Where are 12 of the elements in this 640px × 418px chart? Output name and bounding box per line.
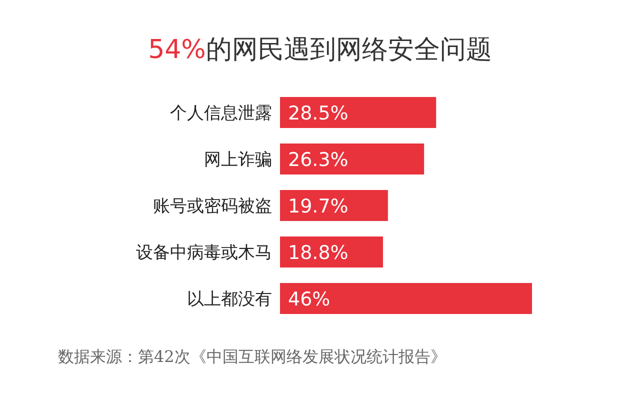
category-label: 个人信息泄露 bbox=[170, 104, 272, 124]
value-label: 18.8% bbox=[288, 242, 348, 264]
value-label: 28.5% bbox=[288, 102, 348, 124]
value-label: 26.3% bbox=[288, 149, 348, 171]
category-label: 账号或密码被盗 bbox=[153, 196, 272, 216]
annotation: 数据来源：第42次《中国互联网络发展状况统计报告》 bbox=[58, 347, 446, 366]
category-label: 以上都没有 bbox=[187, 290, 272, 310]
value-label: 19.7% bbox=[288, 196, 348, 218]
value-label: 46% bbox=[288, 288, 330, 310]
title: 54%的网民遇到网络安全问题 bbox=[148, 35, 492, 65]
category-label: 设备中病毒或木马 bbox=[136, 243, 272, 263]
category-label: 网上诈骗 bbox=[204, 150, 272, 170]
